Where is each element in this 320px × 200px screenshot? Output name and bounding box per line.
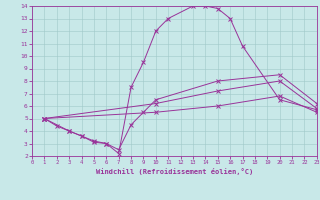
X-axis label: Windchill (Refroidissement éolien,°C): Windchill (Refroidissement éolien,°C) [96, 168, 253, 175]
